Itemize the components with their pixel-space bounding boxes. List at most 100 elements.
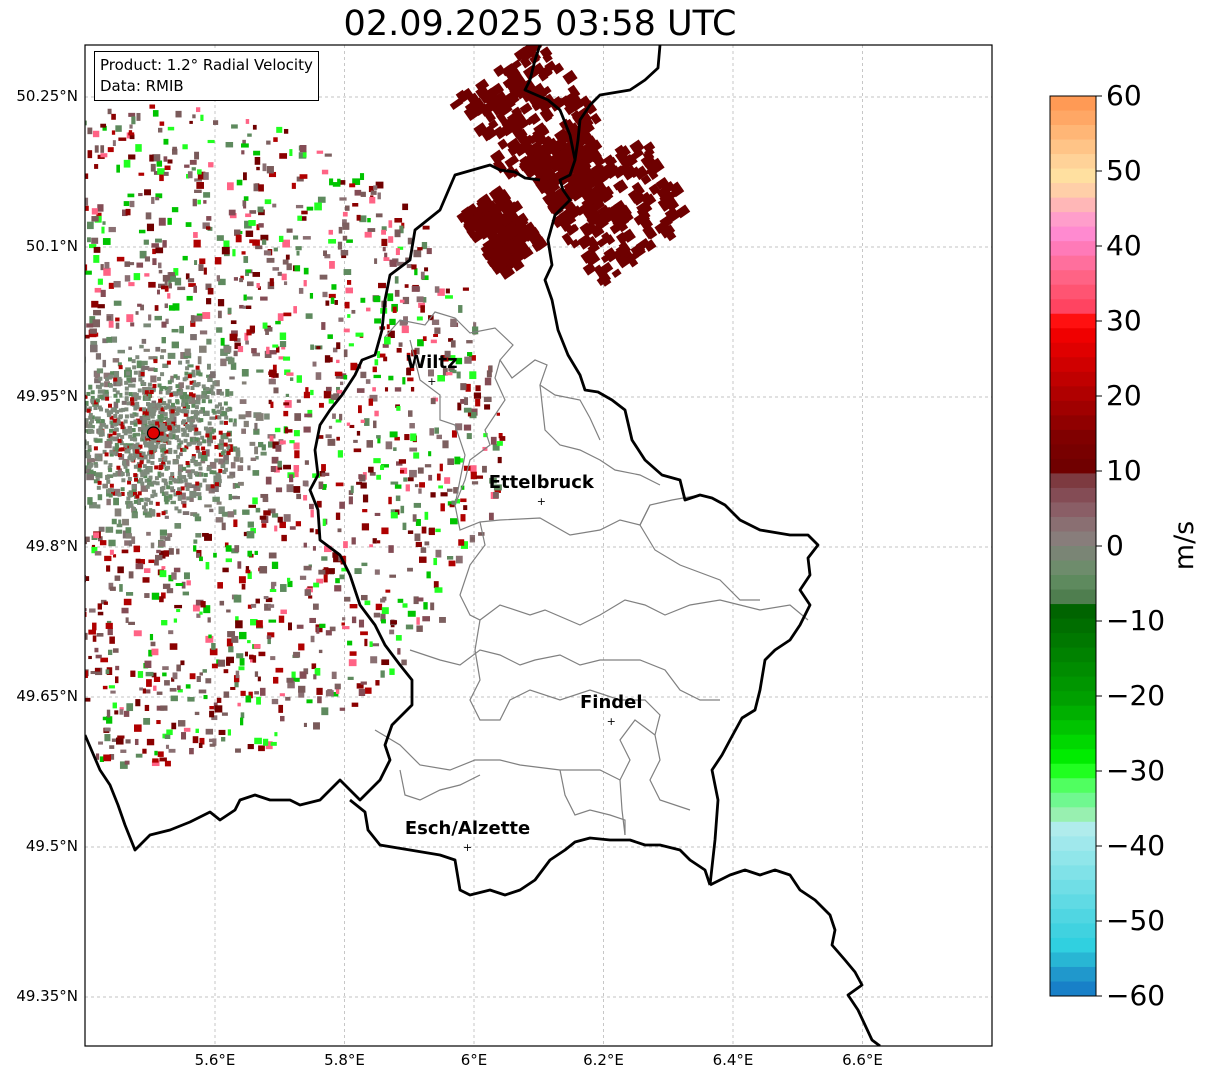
radar-echo-pixel bbox=[243, 172, 247, 181]
radar-echo-pixel bbox=[99, 421, 103, 427]
radar-echo-pixel bbox=[143, 455, 148, 460]
radar-echo-pixel bbox=[188, 484, 197, 489]
radar-echo-pixel bbox=[181, 500, 187, 505]
radar-echo-pixel bbox=[125, 367, 131, 372]
radar-echo-pixel bbox=[64, 598, 71, 604]
colorbar-segment bbox=[1050, 458, 1096, 474]
radar-echo-pixel bbox=[234, 483, 240, 489]
radar-echo-pixel bbox=[256, 369, 264, 373]
radar-echo-pixel bbox=[137, 420, 142, 425]
radar-echo-pixel bbox=[8, 345, 13, 352]
radar-echo-pixel bbox=[135, 405, 140, 410]
radar-echo-pixel bbox=[111, 113, 116, 120]
radar-echo-pixel bbox=[206, 363, 211, 370]
radar-echo-pixel bbox=[510, 94, 520, 105]
radar-echo-pixel bbox=[109, 549, 114, 555]
radar-echo-pixel bbox=[102, 359, 107, 368]
radar-echo-pixel bbox=[223, 442, 228, 447]
radar-echo-pixel bbox=[416, 625, 423, 632]
radar-echo-pixel bbox=[287, 580, 293, 588]
radar-echo-pixel bbox=[331, 671, 337, 680]
radar-echo-pixel bbox=[407, 610, 416, 617]
radar-echo-pixel bbox=[206, 374, 210, 378]
radar-echo-pixel bbox=[61, 475, 69, 483]
radar-echo-pixel bbox=[615, 231, 629, 245]
radar-echo-pixel bbox=[252, 470, 260, 476]
radar-echo-pixel bbox=[319, 274, 328, 280]
radar-echo-pixel bbox=[259, 515, 267, 520]
radar-echo-pixel bbox=[486, 221, 502, 236]
radar-echo-pixel bbox=[108, 282, 114, 289]
radar-echo-pixel bbox=[109, 483, 114, 488]
radar-echo-pixel bbox=[212, 435, 217, 440]
radar-echo-pixel bbox=[115, 390, 120, 395]
radar-echo-pixel bbox=[97, 394, 101, 399]
radar-echo-pixel bbox=[342, 617, 346, 621]
radar-echo-pixel bbox=[17, 623, 24, 628]
radar-echo-pixel bbox=[493, 484, 502, 491]
radar-echo-pixel bbox=[31, 585, 39, 591]
radar-echo-pixel bbox=[225, 141, 234, 148]
radar-echo-pixel bbox=[547, 202, 560, 214]
radar-echo-pixel bbox=[423, 602, 428, 610]
radar-echo-pixel bbox=[44, 335, 49, 338]
radar-echo-pixel bbox=[163, 437, 168, 442]
radar-echo-pixel bbox=[478, 103, 492, 117]
radar-echo-pixel bbox=[342, 626, 350, 630]
radar-echo-pixel bbox=[395, 248, 400, 256]
radar-echo-pixel bbox=[265, 476, 272, 485]
radar-echo-pixel bbox=[85, 465, 91, 474]
radar-echo-pixel bbox=[121, 478, 126, 483]
radar-echo-pixel bbox=[202, 669, 207, 673]
radar-echo-pixel bbox=[323, 250, 328, 256]
radar-echo-pixel bbox=[114, 575, 121, 581]
radar-echo-pixel bbox=[390, 481, 399, 485]
radar-echo-pixel bbox=[222, 470, 227, 475]
radar-echo-pixel bbox=[218, 506, 225, 515]
radar-echo-pixel bbox=[283, 410, 289, 417]
radar-echo-pixel bbox=[209, 470, 214, 475]
radar-echo-pixel bbox=[274, 732, 278, 737]
radar-echo-pixel bbox=[521, 221, 536, 235]
radar-echo-pixel bbox=[155, 501, 160, 506]
radar-echo-pixel bbox=[422, 297, 427, 303]
radar-echo-pixel bbox=[349, 424, 355, 429]
radar-echo-pixel bbox=[59, 721, 62, 727]
radar-echo-pixel bbox=[28, 452, 31, 459]
radar-echo-pixel bbox=[52, 496, 56, 500]
radar-echo-pixel bbox=[140, 481, 145, 486]
radar-echo-pixel bbox=[278, 235, 284, 242]
radar-echo-pixel bbox=[199, 345, 207, 353]
radar-echo-pixel bbox=[330, 297, 335, 304]
lon-tick-label: 5.8°E bbox=[324, 1051, 365, 1069]
radar-echo-pixel bbox=[335, 482, 344, 487]
radar-echo-pixel bbox=[351, 309, 356, 314]
radar-echo-pixel bbox=[41, 723, 49, 731]
radar-echo-pixel bbox=[38, 357, 42, 361]
radar-echo-pixel bbox=[89, 419, 94, 424]
radar-echo-pixel bbox=[216, 659, 220, 667]
radar-echo-pixel bbox=[151, 419, 156, 424]
radar-echo-pixel bbox=[78, 338, 81, 346]
radar-echo-pixel bbox=[209, 416, 216, 420]
radar-echo-pixel bbox=[296, 375, 302, 383]
radar-echo-pixel bbox=[177, 471, 182, 476]
radar-echo-pixel bbox=[333, 393, 340, 401]
radar-echo-pixel bbox=[117, 566, 124, 574]
radar-echo-pixel bbox=[209, 374, 216, 379]
radar-echo-pixel bbox=[488, 365, 493, 373]
radar-echo-pixel bbox=[41, 560, 48, 568]
radar-echo-pixel bbox=[0, 206, 2, 212]
radar-echo-pixel bbox=[162, 428, 167, 433]
radar-echo-pixel bbox=[472, 326, 479, 335]
radar-echo-pixel bbox=[202, 478, 207, 483]
radar-echo-pixel bbox=[34, 168, 37, 171]
radar-echo-pixel bbox=[130, 377, 137, 383]
radar-echo-pixel bbox=[43, 224, 48, 227]
radar-echo-pixel bbox=[121, 400, 127, 405]
colorbar-tick-label: 50 bbox=[1106, 154, 1142, 187]
radar-echo-pixel bbox=[484, 404, 491, 410]
radar-echo-pixel bbox=[125, 428, 130, 433]
radar-echo-pixel bbox=[243, 420, 249, 428]
radar-echo-pixel bbox=[6, 574, 10, 579]
